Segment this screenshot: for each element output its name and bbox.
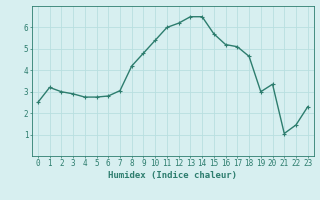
X-axis label: Humidex (Indice chaleur): Humidex (Indice chaleur) <box>108 171 237 180</box>
